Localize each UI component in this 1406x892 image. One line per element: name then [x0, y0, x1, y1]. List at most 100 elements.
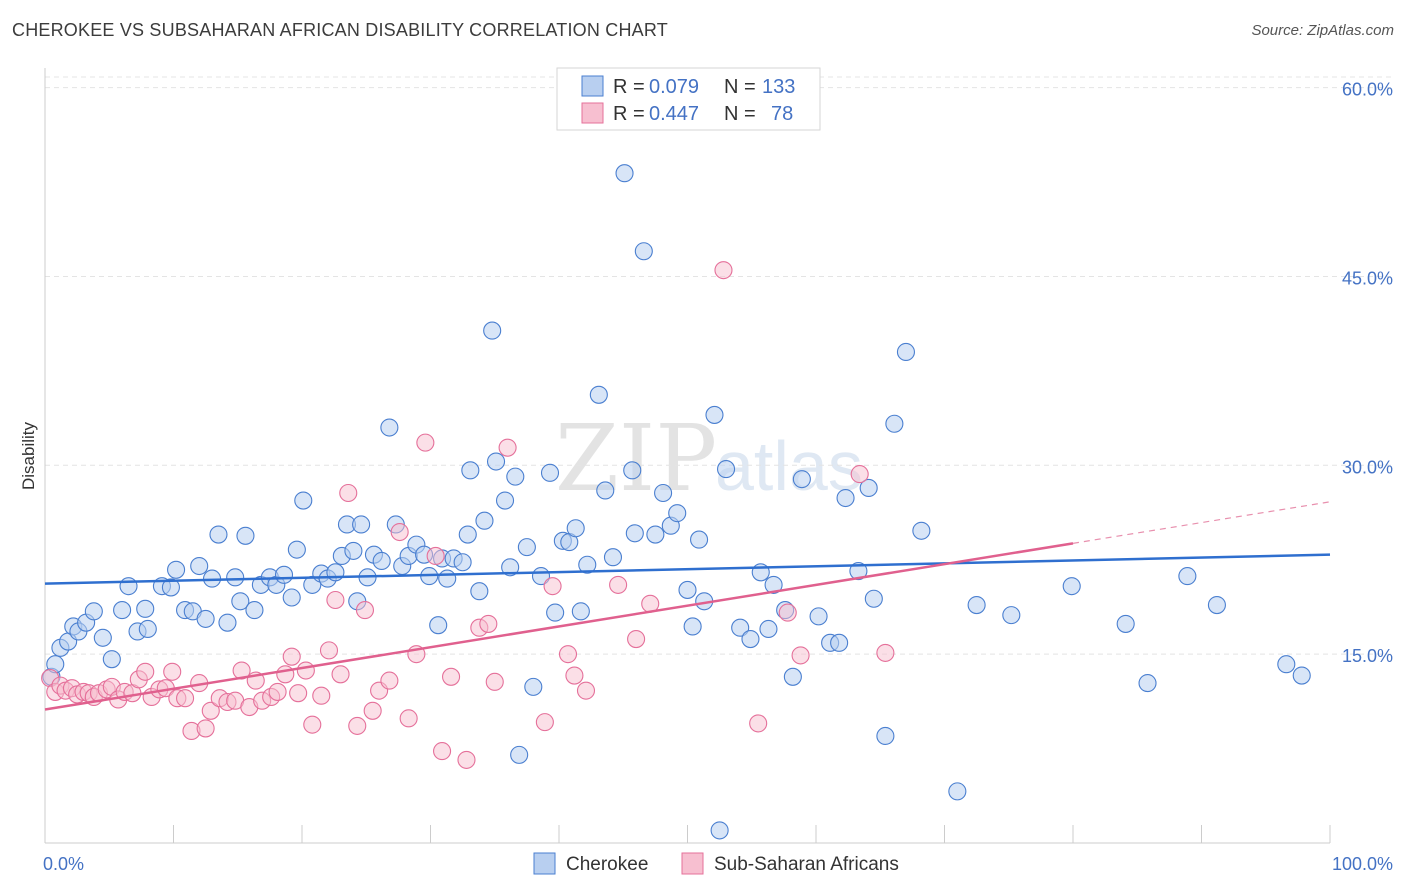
subsaharan-point-61 — [485, 672, 504, 691]
subsaharan-point-51 — [390, 522, 409, 542]
cherokee-point-105 — [792, 470, 811, 489]
cherokee-point-59 — [453, 553, 472, 572]
cherokee-point-8 — [93, 628, 112, 647]
subsaharan-point-74 — [791, 646, 810, 665]
legend-swatch-cherokee — [581, 75, 604, 97]
subsaharan-point-63 — [535, 713, 554, 732]
legend-r-value-2: 0.447 — [649, 103, 699, 125]
axes — [44, 68, 1331, 844]
cherokee-point-102 — [764, 575, 783, 594]
y-tick-label-0: 15.0% — [1342, 646, 1393, 666]
subsaharan-point-76 — [876, 643, 895, 662]
watermark-zip: ZIP — [555, 405, 717, 512]
cherokee-point-42 — [344, 541, 363, 560]
cherokee-point-73 — [540, 463, 560, 482]
cherokee-point-24 — [218, 613, 237, 632]
cherokee-point-70 — [517, 538, 536, 557]
cherokee-point-95 — [705, 405, 724, 424]
subsaharan-point-54 — [416, 433, 435, 452]
subsaharan-point-69 — [627, 629, 646, 649]
cherokee-point-7 — [84, 602, 103, 621]
subsaharan-point-42 — [319, 641, 339, 660]
cherokee-point-27 — [236, 526, 255, 545]
series-swatch-subsaharan — [681, 852, 704, 875]
subsaharan-point-50 — [380, 671, 399, 690]
cherokee-point-64 — [483, 321, 502, 340]
legend-n-label-2: N = — [724, 103, 756, 125]
cherokee-point-80 — [589, 385, 608, 404]
cherokee-point-90 — [668, 504, 687, 523]
cherokee-point-61 — [461, 461, 480, 480]
cherokee-point-23 — [209, 525, 228, 544]
subsaharan-trend-extension — [1072, 501, 1331, 544]
cherokee-point-66 — [495, 491, 515, 510]
cherokee-point-112 — [864, 589, 883, 608]
subsaharan-point-22 — [176, 689, 195, 708]
cherokee-point-116 — [912, 521, 931, 540]
cherokee-point-91 — [678, 580, 697, 599]
cherokee-point-71 — [524, 677, 543, 696]
subsaharan-point-55 — [426, 546, 445, 565]
cherokee-point-34 — [287, 540, 306, 559]
cherokee-point-81 — [596, 481, 615, 500]
subsaharan-point-65 — [558, 645, 578, 664]
cherokee-point-13 — [136, 599, 155, 618]
series-swatch-cherokee — [533, 852, 556, 875]
cherokee-point-60 — [458, 525, 477, 544]
subsaharan-point-75 — [850, 465, 869, 484]
cherokee-point-87 — [646, 525, 665, 544]
cherokee-point-98 — [731, 618, 750, 637]
cherokee-point-122 — [1138, 674, 1157, 693]
legend-r-label-1: R = — [613, 76, 645, 98]
subsaharan-point-68 — [609, 575, 628, 594]
cherokee-point-117 — [948, 782, 967, 801]
cherokee-point-119 — [1002, 606, 1021, 625]
cherokee-point-104 — [783, 667, 802, 686]
source-label: Source: ZipAtlas.com — [1251, 22, 1394, 39]
correlation-legend: R = 0.079 N = 133 R = 0.447 N = 78 — [556, 67, 821, 131]
cherokee-point-35 — [294, 491, 313, 510]
legend-r-label-2: R = — [613, 103, 645, 125]
tick-labels: 15.0% 30.0% 45.0% 60.0% 0.0% 100.0% — [43, 80, 1393, 874]
cherokee-point-109 — [836, 488, 855, 508]
y-tick-label-1: 30.0% — [1342, 457, 1393, 477]
subsaharan-trend-line — [44, 542, 1074, 711]
watermark: ZIP atlas — [555, 405, 863, 512]
cherokee-point-32 — [274, 565, 294, 584]
watermark-atlas: atlas — [715, 427, 863, 505]
cherokee-point-26 — [231, 592, 250, 611]
cherokee-point-17 — [167, 560, 186, 579]
legend-n-value-2: 78 — [771, 103, 793, 125]
cherokee-point-114 — [885, 414, 904, 433]
cherokee-point-115 — [896, 342, 916, 362]
subsaharan-point-60 — [479, 614, 498, 633]
cherokee-point-106 — [809, 607, 828, 626]
subsaharan-point-39 — [296, 661, 315, 680]
subsaharan-points — [41, 261, 895, 769]
cherokee-point-96 — [710, 821, 729, 840]
cherokee-point-83 — [615, 164, 634, 183]
cherokee-trend-line — [44, 553, 1331, 585]
cherokee-point-113 — [876, 726, 895, 746]
cherokee-point-126 — [1292, 666, 1311, 685]
cherokee-point-16 — [161, 578, 180, 597]
cherokee-point-48 — [380, 418, 399, 437]
cherokee-point-84 — [623, 461, 642, 480]
cherokee-point-108 — [830, 633, 849, 652]
cherokee-point-97 — [716, 460, 736, 479]
subsaharan-point-16 — [136, 662, 155, 681]
cherokee-point-10 — [113, 601, 132, 620]
subsaharan-point-38 — [289, 684, 308, 703]
cherokee-point-65 — [486, 452, 506, 471]
cherokee-point-85 — [625, 524, 644, 543]
subsaharan-point-20 — [163, 662, 182, 681]
cherokee-point-20 — [190, 556, 209, 576]
x-tick-label-1: 100.0% — [1332, 854, 1393, 874]
subsaharan-point-45 — [339, 483, 358, 503]
cherokee-point-79 — [578, 555, 597, 574]
subsaharan-point-40 — [303, 715, 322, 734]
cherokee-point-55 — [429, 616, 448, 635]
series-label-cherokee: Cherokee — [566, 854, 648, 875]
cherokee-point-68 — [506, 467, 525, 486]
